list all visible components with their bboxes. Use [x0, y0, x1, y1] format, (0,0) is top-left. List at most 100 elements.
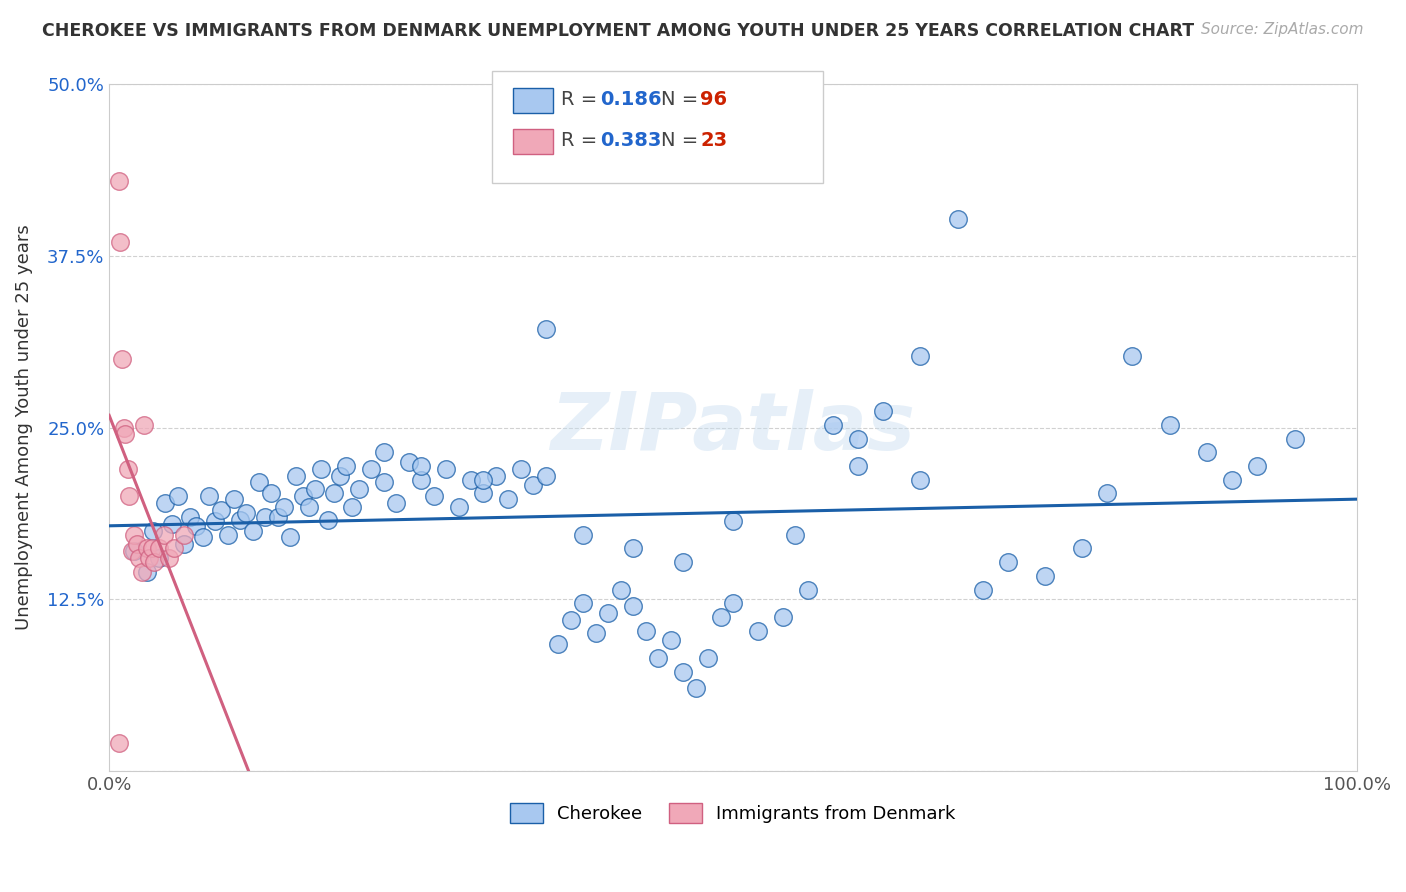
Point: [572, 596, 595, 610]
Point: [910, 349, 932, 363]
Point: [472, 486, 495, 500]
Point: [135, 541, 157, 556]
Point: [309, 461, 332, 475]
Point: [217, 527, 239, 541]
Point: [1246, 458, 1268, 473]
Point: [142, 524, 165, 538]
Point: [148, 551, 170, 566]
Text: 0.383: 0.383: [600, 131, 662, 151]
Point: [360, 461, 382, 475]
Point: [610, 582, 633, 597]
Point: [342, 500, 364, 515]
Point: [447, 500, 470, 515]
Text: CHEROKEE VS IMMIGRANTS FROM DENMARK UNEMPLOYMENT AMONG YOUTH UNDER 25 YEARS CORR: CHEROKEE VS IMMIGRANTS FROM DENMARK UNEM…: [42, 22, 1194, 40]
Point: [659, 633, 682, 648]
Point: [721, 514, 744, 528]
Point: [1097, 486, 1119, 500]
Point: [672, 665, 695, 679]
Point: [157, 551, 180, 566]
Point: [254, 509, 277, 524]
Point: [166, 489, 188, 503]
Point: [373, 445, 395, 459]
Point: [198, 489, 221, 503]
Point: [747, 624, 769, 638]
Point: [108, 173, 131, 187]
Point: [472, 473, 495, 487]
Point: [112, 420, 135, 434]
Point: [910, 473, 932, 487]
Point: [634, 624, 657, 638]
Point: [138, 551, 160, 566]
Point: [285, 468, 308, 483]
Text: N =: N =: [661, 131, 704, 151]
Point: [522, 478, 544, 492]
Point: [347, 483, 370, 497]
Point: [621, 541, 644, 556]
Point: [155, 496, 177, 510]
Point: [1284, 432, 1306, 446]
Point: [534, 468, 557, 483]
Point: [560, 613, 582, 627]
Y-axis label: Unemployment Among Youth under 25 years: Unemployment Among Youth under 25 years: [15, 225, 32, 631]
Point: [247, 475, 270, 490]
Point: [132, 417, 155, 432]
Point: [598, 606, 620, 620]
Point: [179, 509, 201, 524]
Point: [821, 417, 844, 432]
Point: [373, 475, 395, 490]
Point: [128, 551, 150, 566]
Point: [260, 486, 283, 500]
Point: [108, 736, 131, 750]
Point: [498, 491, 520, 506]
Point: [409, 473, 432, 487]
Point: [209, 503, 232, 517]
Point: [191, 530, 214, 544]
Point: [110, 235, 132, 250]
Point: [173, 537, 195, 551]
Point: [621, 599, 644, 613]
Point: [329, 468, 352, 483]
Point: [547, 637, 569, 651]
Point: [291, 489, 314, 503]
Point: [422, 489, 444, 503]
Point: [298, 500, 321, 515]
Point: [122, 527, 145, 541]
Point: [163, 541, 186, 556]
Point: [721, 596, 744, 610]
Point: [160, 516, 183, 531]
Point: [121, 544, 143, 558]
Text: Source: ZipAtlas.com: Source: ZipAtlas.com: [1201, 22, 1364, 37]
Point: [572, 527, 595, 541]
Point: [672, 555, 695, 569]
Point: [304, 483, 326, 497]
Point: [114, 427, 136, 442]
Point: [1033, 569, 1056, 583]
Point: [125, 537, 148, 551]
Point: [316, 512, 339, 526]
Point: [1159, 417, 1181, 432]
Point: [204, 514, 226, 528]
Point: [266, 509, 288, 524]
Point: [1071, 541, 1094, 556]
Text: R =: R =: [561, 131, 603, 151]
Point: [972, 582, 994, 597]
Point: [278, 530, 301, 544]
Point: [110, 351, 132, 366]
Point: [685, 681, 707, 696]
Point: [117, 461, 139, 475]
Text: ZIPatlas: ZIPatlas: [551, 389, 915, 467]
Point: [846, 458, 869, 473]
Point: [434, 461, 457, 475]
Point: [186, 519, 208, 533]
Point: [1220, 473, 1243, 487]
Point: [143, 555, 166, 569]
Text: 0.186: 0.186: [600, 90, 662, 110]
Point: [153, 527, 176, 541]
Point: [460, 473, 482, 487]
Point: [235, 506, 257, 520]
Point: [534, 322, 557, 336]
Point: [173, 527, 195, 541]
Text: R =: R =: [561, 90, 603, 110]
Point: [997, 555, 1019, 569]
Point: [131, 565, 153, 579]
